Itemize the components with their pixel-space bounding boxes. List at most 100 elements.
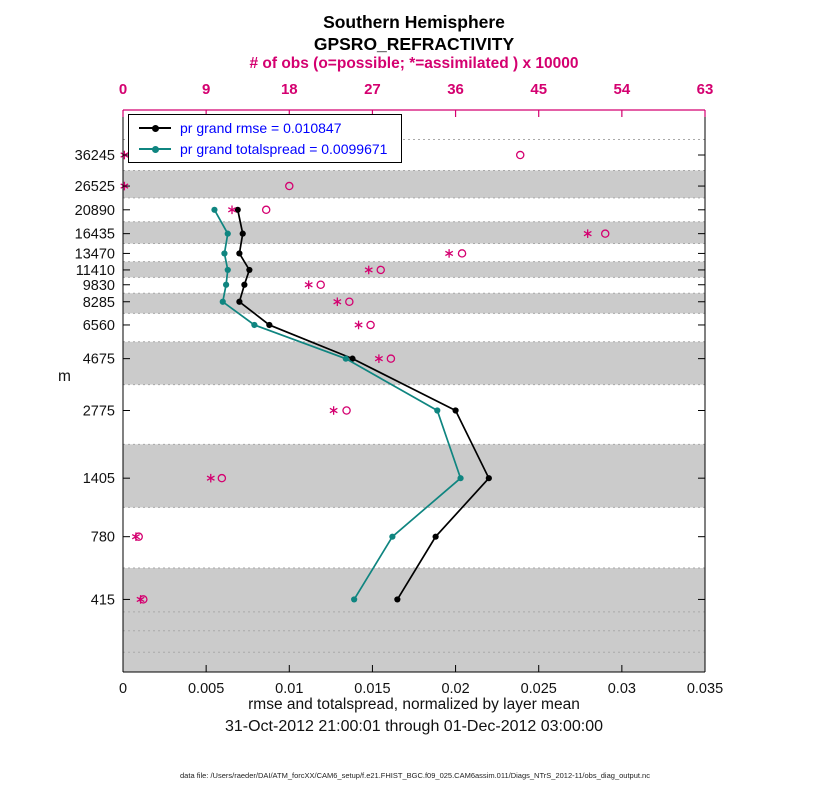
- star-stroke: [374, 355, 383, 362]
- pr-grand-rmse-point: [236, 250, 243, 257]
- pr-grand-rmse-point: [485, 475, 492, 482]
- star-stroke: [329, 407, 338, 414]
- data-file-path: data file: /Users/raeder/DAI/ATM_forcXX/…: [180, 771, 650, 780]
- assimilated-obs-marker: [354, 320, 363, 330]
- star-stroke: [136, 596, 145, 603]
- possible-obs-marker: [261, 205, 271, 215]
- possible-obs-marker: [345, 297, 354, 307]
- possible-obs-marker: [366, 320, 375, 330]
- pr-grand-rmse-point: [452, 407, 459, 414]
- pr-grand-totalspread-line: [213, 209, 462, 600]
- y-tick-label: 16435: [75, 227, 115, 243]
- y-tick-label: 8285: [83, 295, 115, 311]
- assimilated-obs-marker: [374, 354, 383, 363]
- star-stroke: [445, 250, 454, 257]
- star-stroke: [131, 533, 140, 540]
- star-stroke: [583, 230, 592, 237]
- y-tick-label: 4675: [83, 352, 115, 368]
- pr-grand-rmse-point: [239, 230, 246, 237]
- pr-grand-totalspread-point: [251, 321, 258, 329]
- pr-grand-rmse-point: [349, 355, 356, 362]
- pr-grand-totalspread-point: [389, 533, 396, 540]
- top-tick-label: 63: [697, 81, 714, 98]
- possible-obs-marker: [285, 181, 294, 191]
- layer-band: [123, 261, 705, 278]
- y-tick-label: 20890: [75, 203, 115, 219]
- top-tick-label: 18: [281, 81, 298, 98]
- x-axis-label: rmse and totalspread, normalized by laye…: [248, 696, 580, 713]
- layer-band: [123, 293, 705, 314]
- x-tick-label: 0.02: [441, 681, 469, 697]
- x-tick-label: 0.015: [354, 681, 390, 697]
- pr-grand-totalspread-point: [224, 230, 231, 237]
- y-tick-label: 13470: [75, 246, 115, 262]
- pr-grand-totalspread-point: [219, 298, 226, 305]
- star-stroke: [304, 282, 313, 288]
- top-axis-label: # of obs (o=possible; *=assimilated ) x …: [249, 55, 579, 72]
- pr-grand-totalspread-point: [222, 281, 230, 288]
- legend-label: pr grand rmse = 0.010847: [180, 120, 342, 136]
- pr-grand-totalspread-point: [221, 250, 228, 257]
- layer-band: [123, 341, 705, 385]
- pr-grand-totalspread-point: [211, 206, 218, 213]
- x-tick-label: 0.025: [521, 681, 557, 697]
- layer-band: [123, 221, 705, 244]
- pr-grand-rmse-point: [236, 298, 243, 305]
- y-tick-label: 1405: [83, 471, 115, 487]
- x-tick-label: 0.03: [608, 681, 636, 697]
- star-stroke: [364, 267, 373, 273]
- top-tick-label: 36: [447, 81, 464, 98]
- possible-obs-marker: [316, 280, 325, 290]
- y-tick-label: 415: [91, 592, 115, 608]
- y-tick-label: 26525: [75, 179, 115, 195]
- pr-grand-rmse-point: [266, 321, 273, 329]
- top-tick-label: 45: [530, 81, 547, 98]
- x-tick-label: 0.005: [188, 681, 224, 697]
- y-tick-label: 6560: [83, 318, 115, 334]
- assimilated-obs-marker: [304, 280, 313, 290]
- chart-subtitle: GPSRO_REFRACTIVITY: [313, 34, 515, 54]
- assimilated-obs-marker: [364, 265, 373, 275]
- top-tick-label: 54: [614, 81, 631, 98]
- y-axis-label: m: [58, 368, 71, 385]
- assimilated-obs-marker: [136, 595, 145, 604]
- star-stroke: [227, 207, 237, 213]
- pr-grand-totalspread-point: [457, 475, 464, 482]
- pr-grand-rmse-point: [394, 596, 401, 603]
- layer-band: [123, 568, 705, 672]
- y-tick-label: 780: [91, 530, 115, 546]
- assimilated-obs-marker: [329, 406, 338, 415]
- top-tick-label: 9: [202, 81, 210, 98]
- assimilated-obs-marker: [206, 473, 215, 483]
- date-range-label: 31-Oct-2012 21:00:01 through 01-Dec-2012…: [224, 718, 604, 735]
- assimilated-obs-marker: [583, 229, 592, 238]
- possible-obs-marker: [376, 265, 385, 275]
- assimilated-obs-marker: [333, 297, 342, 307]
- pr-grand-totalspread-point: [224, 266, 231, 274]
- pr-grand-totalspread-point: [342, 355, 349, 362]
- possible-obs-marker: [217, 473, 227, 483]
- pr-grand-rmse-point: [432, 533, 439, 540]
- pr-grand-totalspread-point: [434, 407, 441, 414]
- legend-label: pr grand totalspread = 0.0099671: [180, 141, 388, 157]
- legend-item: pr grand rmse = 0.010847: [139, 121, 387, 135]
- legend-item: pr grand totalspread = 0.0099671: [139, 142, 387, 156]
- pr-grand-rmse-line: [236, 209, 490, 600]
- x-tick-label: 0.035: [687, 681, 723, 697]
- legend-line-sample: [139, 145, 171, 153]
- possible-obs-marker: [515, 150, 525, 160]
- legend: pr grand rmse = 0.010847 pr grand totalsp…: [128, 114, 403, 163]
- possible-obs-marker: [600, 229, 610, 238]
- y-tick-label: 2775: [83, 404, 115, 420]
- legend-marker-dot: [152, 124, 159, 132]
- chart-title: Southern Hemisphere: [323, 12, 505, 32]
- legend-marker-dot: [152, 145, 159, 153]
- x-tick-label: 0.01: [275, 681, 303, 697]
- pr-grand-rmse-point: [234, 206, 241, 213]
- layer-band: [123, 170, 705, 198]
- assimilated-obs-marker: [445, 249, 454, 258]
- pr-grand-rmse-point: [246, 266, 253, 274]
- possible-obs-marker: [457, 249, 467, 258]
